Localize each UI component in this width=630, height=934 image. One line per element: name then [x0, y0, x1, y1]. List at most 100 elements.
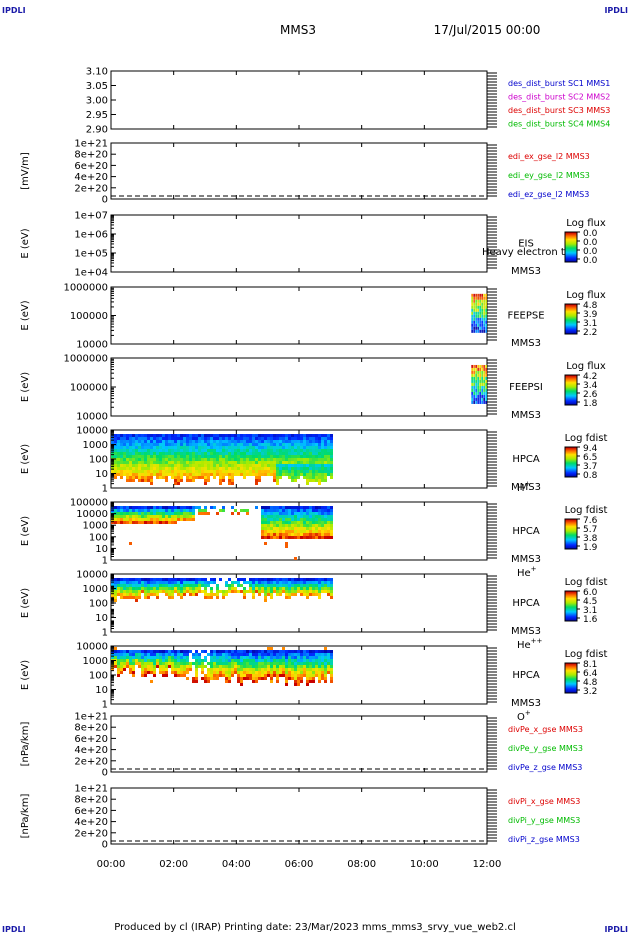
spectrogram-cell [234, 656, 237, 659]
spectrogram-cell [156, 434, 159, 437]
colorbar-band [565, 681, 577, 683]
spectrogram-cell [264, 449, 267, 452]
spectrogram-cell [243, 509, 246, 512]
spectrogram-cell [327, 527, 330, 530]
colorbar-band [565, 312, 577, 314]
spectrogram-cell [192, 461, 195, 464]
spectrogram-cell [192, 506, 195, 509]
spectrogram-cell [300, 668, 303, 671]
spectrogram-cell [330, 506, 333, 509]
spectrogram-cell [309, 527, 312, 530]
spectrogram-cell [240, 464, 243, 467]
spectrogram-cell [243, 581, 246, 584]
colorbar-band [565, 381, 577, 383]
spectrogram-cell [267, 512, 270, 515]
spectrogram-cell [222, 470, 225, 473]
spectrogram-cell [288, 434, 291, 437]
spectrogram-cell [255, 680, 258, 683]
spectrogram-cell [330, 659, 333, 662]
spectrogram-cell [180, 674, 183, 677]
spectrogram-cell [291, 521, 294, 524]
spectrogram-cell [282, 662, 285, 665]
spectrogram-cell [285, 452, 288, 455]
spectrogram-cell [222, 659, 225, 662]
spectrogram-cell [303, 527, 306, 530]
spectrogram-cell [117, 578, 120, 581]
spectrogram-cell [147, 515, 150, 518]
spectrogram-cell [249, 665, 252, 668]
spectrogram-cell [180, 650, 183, 653]
spectrogram-cell [195, 656, 198, 659]
spectrogram-cell [267, 590, 270, 593]
spacecraft-label: MMS3 [511, 266, 541, 277]
spectrogram-cell [162, 470, 165, 473]
spectrogram-cell [204, 446, 207, 449]
spectrogram-cell [195, 440, 198, 443]
time-tick-label: 00:00 [97, 859, 126, 870]
spectrogram-cell [192, 467, 195, 470]
panel-frame [110, 787, 488, 845]
spectrogram-cell [276, 509, 279, 512]
spectrogram-cell [207, 584, 210, 587]
y-tick-label: 2.90 [86, 125, 108, 136]
spectrogram-cell [195, 461, 198, 464]
colorbar-band [565, 679, 577, 681]
colorbar-band [565, 259, 577, 261]
spectrogram-cell [255, 587, 258, 590]
spectrogram-cell [261, 530, 264, 533]
spectrogram-cell [330, 464, 333, 467]
spectrogram-cell [180, 506, 183, 509]
spectrogram-cell [255, 452, 258, 455]
colorbar-band [565, 462, 577, 464]
spectrogram-cell [285, 665, 288, 668]
colorbar-band [565, 543, 577, 545]
spectrogram-cell [330, 521, 333, 524]
spectrogram-cell [309, 653, 312, 656]
spectrogram-cell [485, 382, 487, 386]
spectrogram-cell [171, 476, 174, 479]
colorbar-band [565, 321, 577, 323]
y-axis-label: [nPa/km] [20, 794, 31, 839]
spectrogram-cell [252, 470, 255, 473]
spectrogram-cell [174, 665, 177, 668]
spectrogram-cell [225, 584, 228, 587]
spectrogram-cell [165, 668, 168, 671]
spectrogram-cell [195, 680, 198, 683]
spectrogram-cell [141, 434, 144, 437]
spectrogram-cell [180, 467, 183, 470]
spectrogram-cell [225, 446, 228, 449]
spectrogram-cell [183, 458, 186, 461]
spectrogram-cell [159, 452, 162, 455]
spectrogram-cell [261, 656, 264, 659]
spectrogram-cell [174, 671, 177, 674]
spectrogram-cell [318, 437, 321, 440]
spectrogram-cell [114, 464, 117, 467]
colorbar-band [565, 617, 577, 619]
spectrogram-cell [111, 452, 114, 455]
colorbar-band [565, 545, 577, 547]
spectrogram-cell [210, 671, 213, 674]
spectrogram-cell [243, 578, 246, 581]
spectrogram-cell [306, 521, 309, 524]
spectrogram-cell [309, 512, 312, 515]
spectrogram-cell [129, 659, 132, 662]
spectrogram-cell [204, 593, 207, 596]
spectrogram-cell [485, 308, 487, 312]
spectrogram-cell [327, 470, 330, 473]
spectrogram-cell [192, 479, 195, 482]
spectrogram-cell [225, 464, 228, 467]
spectrogram-cell [183, 671, 186, 674]
spectrogram-cell [252, 467, 255, 470]
spectrogram-cell [321, 515, 324, 518]
spectrogram-cell [135, 464, 138, 467]
spectrogram-cell [300, 680, 303, 683]
colorbar-band [565, 401, 577, 403]
spectrogram-cell [138, 437, 141, 440]
spectrogram-cell [159, 470, 162, 473]
spectrogram-cell [129, 434, 132, 437]
spectrogram-cell [303, 662, 306, 665]
spectrogram-cell [231, 584, 234, 587]
spectrogram-cell [219, 479, 222, 482]
